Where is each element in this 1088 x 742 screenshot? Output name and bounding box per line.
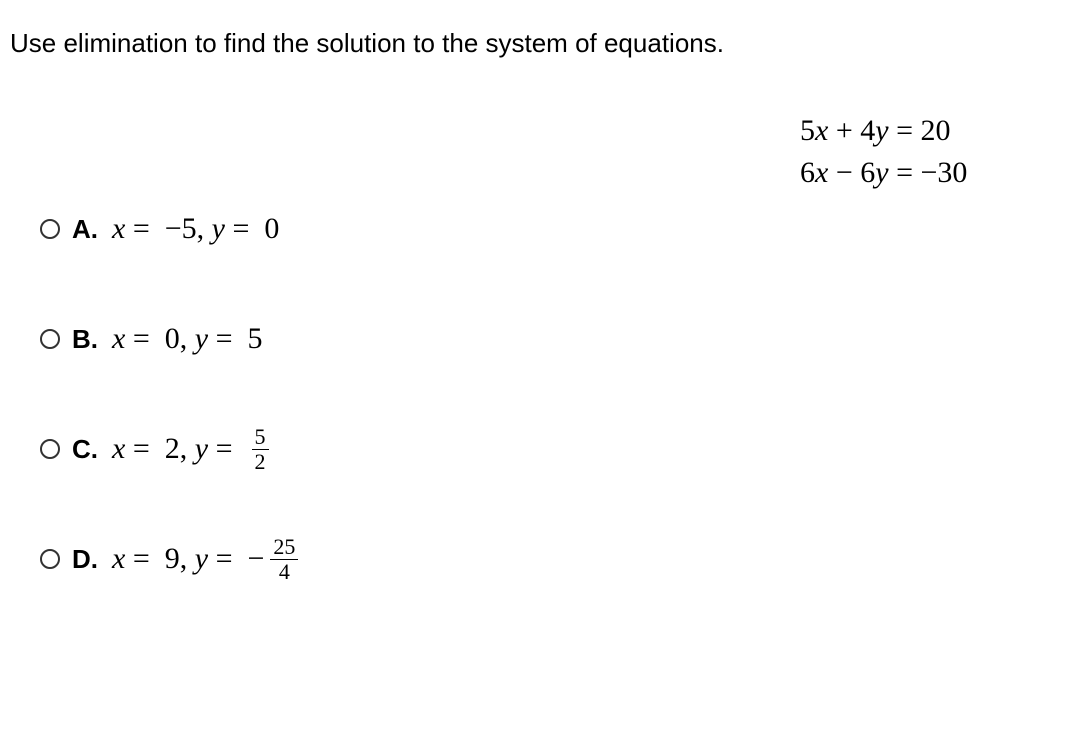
choice-b[interactable]: B. x = 0, y = 5 <box>40 314 1078 364</box>
eq1-rhs: 20 <box>921 114 951 147</box>
choice-d-y-fraction: 25 4 <box>270 536 298 583</box>
radio-d[interactable] <box>40 549 60 569</box>
radio-c[interactable] <box>40 439 60 459</box>
choice-b-math: x = 0, y = 5 <box>112 322 263 356</box>
choice-b-y: 5 <box>248 322 263 356</box>
eq1-eq: = <box>896 114 913 147</box>
equation-2: 6x − 6y = −30 <box>800 152 967 194</box>
eq2-xcoef: 6 <box>800 156 815 189</box>
radio-b[interactable] <box>40 329 60 349</box>
system-of-equations: 5x + 4y = 20 6x − 6y = −30 <box>800 110 967 194</box>
choice-b-label: B. <box>72 324 112 355</box>
answer-choices: A. x = −5, y = 0 B. x = 0, y = 5 C. x = … <box>40 204 1078 584</box>
choice-d[interactable]: D. x = 9, y = − 25 4 <box>40 534 1078 584</box>
choice-c-math: x = 2, y = 5 2 <box>112 426 269 473</box>
choice-a-math: x = −5, y = 0 <box>112 212 279 246</box>
question-prompt: Use elimination to find the solution to … <box>10 28 1078 59</box>
choice-a-x: −5 <box>165 212 197 246</box>
choice-c-x: 2 <box>165 432 180 466</box>
choice-a[interactable]: A. x = −5, y = 0 <box>40 204 1078 254</box>
eq2-rhs: −30 <box>921 156 968 189</box>
choice-a-label: A. <box>72 214 112 245</box>
eq2-op: − <box>836 156 853 189</box>
eq1-xcoef: 5 <box>800 114 815 147</box>
choice-b-x: 0 <box>165 322 180 356</box>
eq2-ycoef: 6 <box>860 156 875 189</box>
choice-c[interactable]: C. x = 2, y = 5 2 <box>40 424 1078 474</box>
choice-d-x: 9 <box>165 542 180 576</box>
equation-1: 5x + 4y = 20 <box>800 110 967 152</box>
question-page: Use elimination to find the solution to … <box>0 0 1088 654</box>
choice-c-y-denom: 2 <box>252 450 269 473</box>
choice-d-neg: − <box>248 542 265 576</box>
choice-d-y-denom: 4 <box>276 560 293 583</box>
choice-d-label: D. <box>72 544 112 575</box>
choice-c-y-numer: 5 <box>252 426 269 450</box>
eq1-ycoef: 4 <box>860 114 875 147</box>
choice-d-math: x = 9, y = − 25 4 <box>112 536 298 583</box>
eq1-op: + <box>836 114 853 147</box>
eq2-eq: = <box>896 156 913 189</box>
radio-a[interactable] <box>40 219 60 239</box>
choice-d-y-numer: 25 <box>270 536 298 560</box>
choice-c-y-fraction: 5 2 <box>252 426 269 473</box>
choice-c-label: C. <box>72 434 112 465</box>
choice-a-y: 0 <box>264 212 279 246</box>
